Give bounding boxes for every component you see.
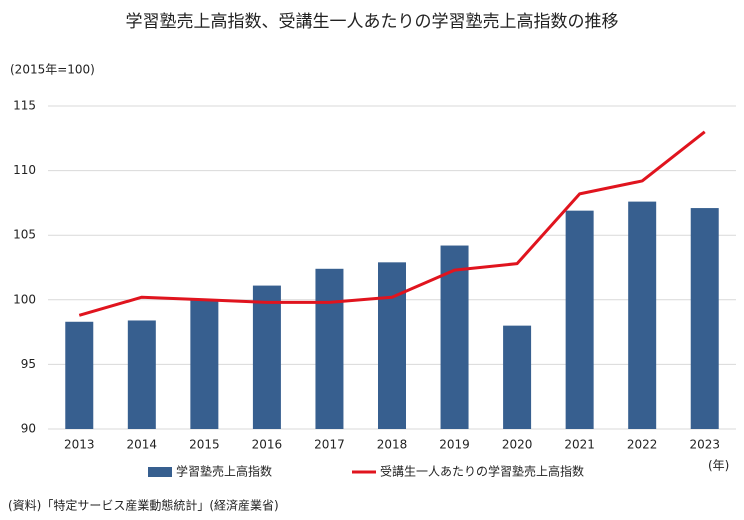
legend-label: 学習塾売上高指数 [176,464,272,479]
bar [690,208,719,429]
y-tick-label: 100 [13,292,36,306]
y-tick-label: 90 [21,422,36,436]
y-tick-label: 110 [13,163,36,177]
line [78,130,706,317]
chart-title: 学習塾売上高指数、受講生一人あたりの学習塾売上高指数の推移 [126,11,619,32]
bar [628,201,657,429]
x-tick-label: 2014 [127,438,158,452]
x-tick-label: 2023 [689,438,720,452]
y-tick-label: 115 [13,99,36,113]
y-unit: (2015年=100) [10,63,95,77]
y-tick-label: 95 [21,357,36,371]
legend-label: 受講生一人あたりの学習塾売上高指数 [380,464,584,479]
bar [65,321,94,429]
source: (資料)「特定サービス産業動態統計」(経済産業省) [8,498,279,513]
x-unit: (年) [708,459,729,473]
bar [565,210,594,429]
x-tick-label: 2018 [377,438,408,452]
x-tick-label: 2022 [627,438,658,452]
bar [127,320,156,429]
bar [252,285,281,429]
bar [190,299,219,429]
x-tick-label: 2017 [314,438,345,452]
x-tick-label: 2013 [64,438,95,452]
bar [315,268,344,429]
bar [503,325,532,429]
x-tick-label: 2021 [564,438,595,452]
x-tick-label: 2019 [439,438,470,452]
bar [440,245,469,429]
y-tick-label: 105 [13,228,36,242]
bar [378,262,406,429]
x-tick-label: 2020 [502,438,533,452]
x-tick-label: 2016 [252,438,283,452]
x-tick-label: 2015 [189,438,220,452]
legend-swatch [148,467,172,477]
